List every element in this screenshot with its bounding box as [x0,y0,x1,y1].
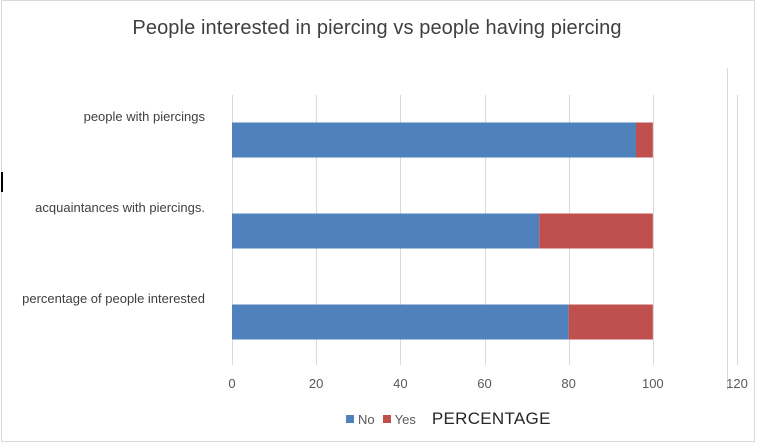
x-tick-label: 40 [393,376,407,391]
chart-title: People interested in piercing vs people … [132,17,622,39]
bar-yes [539,213,653,249]
legend-item-no: No [346,412,375,427]
x-tick-label: 100 [642,376,664,391]
bar-no [232,304,569,340]
x-tick-label: 20 [309,376,323,391]
legend-label-no: No [358,411,375,427]
bar-yes [636,122,653,158]
legend-item-yes: Yes [382,411,416,427]
legend-label-yes: Yes [394,411,416,427]
x-axis-title: PERCENTAGE [431,409,551,428]
category-label: acquaintances with piercings. [35,200,205,215]
x-tick-label: 120 [726,376,748,391]
category-label: people with piercings [84,109,206,124]
x-tick-label: 80 [561,376,575,391]
x-tick-label: 60 [477,376,491,391]
category-label: percentage of people interested [22,291,205,306]
bar-yes [568,304,653,340]
legend-swatch-yes [382,415,391,423]
x-tick-label: 0 [228,376,235,391]
text-cursor [1,172,3,192]
bar-no [232,213,540,249]
legend: No Yes PERCENTAGE [346,409,551,429]
bar-no [232,122,636,158]
plot-area-edge [727,68,728,390]
legend-swatch-no [346,415,354,423]
